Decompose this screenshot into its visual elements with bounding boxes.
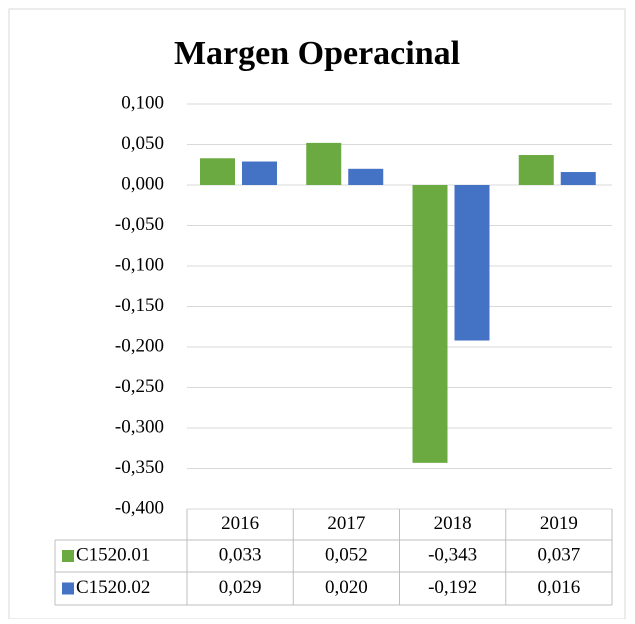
y-tick-label: -0,100 bbox=[115, 254, 164, 275]
x-tick-label: 2017 bbox=[327, 513, 365, 534]
bar bbox=[242, 161, 277, 185]
chart-title: Margen Operacinal bbox=[174, 35, 460, 72]
table-value: 0,020 bbox=[325, 577, 368, 598]
table-value: 0,029 bbox=[219, 577, 262, 598]
y-tick-label: -0,300 bbox=[115, 416, 164, 437]
bar bbox=[454, 185, 490, 341]
bar bbox=[348, 168, 384, 185]
chart-border bbox=[8, 8, 626, 620]
table-value: -0,192 bbox=[428, 577, 477, 598]
legend-swatch bbox=[62, 550, 74, 562]
y-tick-label: -0,050 bbox=[115, 214, 164, 235]
y-tick-label: -0,250 bbox=[115, 376, 164, 397]
x-tick-label: 2019 bbox=[540, 513, 578, 534]
y-tick-label: -0,150 bbox=[115, 295, 164, 316]
y-tick-label: -0,400 bbox=[115, 497, 164, 518]
bar bbox=[560, 172, 596, 185]
table-value: 0,052 bbox=[325, 544, 368, 565]
table-value: -0,343 bbox=[428, 544, 477, 565]
table-value: 0,016 bbox=[538, 577, 581, 598]
legend-label: C1520.02 bbox=[76, 577, 150, 598]
table-value: 0,033 bbox=[219, 544, 262, 565]
x-tick-label: 2018 bbox=[434, 513, 472, 534]
y-tick-label: 0,100 bbox=[121, 92, 164, 113]
y-tick-label: 0,000 bbox=[121, 173, 164, 194]
y-tick-label: 0,050 bbox=[121, 133, 164, 154]
y-tick-label: -0,350 bbox=[115, 457, 164, 478]
bar bbox=[412, 185, 448, 463]
bar bbox=[200, 158, 235, 185]
bar bbox=[518, 155, 554, 185]
bar bbox=[306, 142, 342, 185]
legend-label: C1520.01 bbox=[76, 544, 150, 565]
x-tick-label: 2016 bbox=[221, 513, 259, 534]
legend-swatch bbox=[62, 582, 74, 595]
y-tick-label: -0,200 bbox=[115, 335, 164, 356]
table-value: 0,037 bbox=[538, 544, 581, 565]
